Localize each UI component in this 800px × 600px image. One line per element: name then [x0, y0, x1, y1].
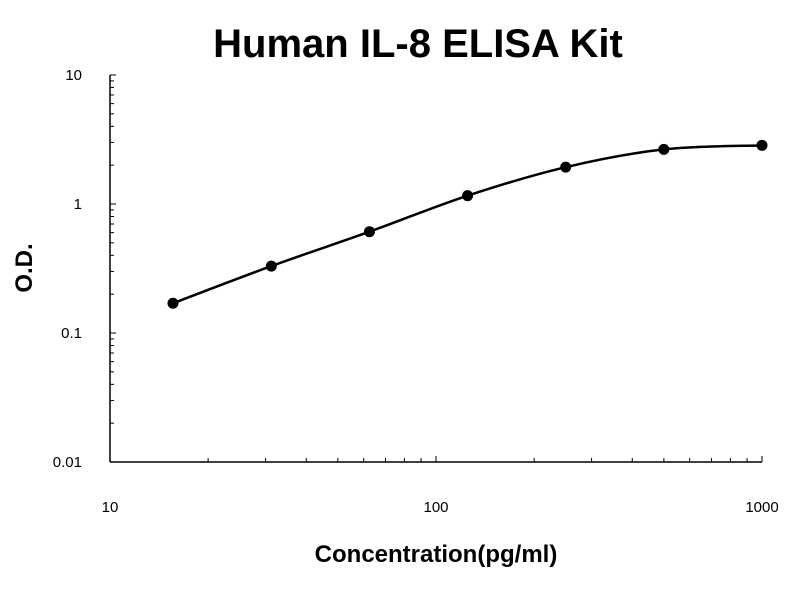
- data-point: [265, 260, 277, 272]
- y-tick-label: 1: [74, 196, 82, 213]
- data-point: [363, 226, 375, 238]
- series-line: [172, 144, 763, 305]
- x-tick-label: 10: [102, 499, 119, 516]
- data-point: [167, 297, 179, 309]
- data-point: [756, 139, 768, 151]
- y-tick-label: 0.01: [53, 454, 82, 471]
- y-tick-label: 10: [65, 67, 82, 84]
- chart-title: Human IL-8 ELISA Kit: [213, 22, 623, 66]
- y-axis-label: O.D.: [11, 243, 38, 292]
- data-point: [560, 161, 572, 173]
- x-tick-label: 100: [423, 499, 448, 516]
- data-point: [658, 143, 670, 155]
- data-point: [462, 190, 474, 202]
- x-axis-label: Concentration(pg/ml): [315, 541, 558, 568]
- y-tick-label: 0.1: [61, 325, 82, 342]
- x-tick-label: 1000: [745, 499, 778, 516]
